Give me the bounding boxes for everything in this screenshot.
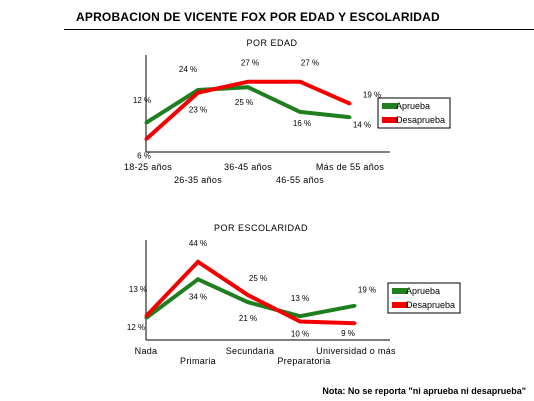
data-label: 12 % (133, 96, 151, 105)
legend-label-aprueba: Aprueba (396, 101, 430, 111)
data-point (246, 300, 250, 304)
data-label: 10 % (291, 329, 309, 338)
data-point (144, 137, 148, 141)
data-point (298, 319, 302, 323)
chart-title-1: POR EDAD (246, 38, 297, 48)
data-label: 9 % (341, 329, 355, 338)
x-tick-label: 36-45 años (224, 162, 272, 172)
data-label: 27 % (301, 59, 319, 68)
data-point (298, 80, 302, 84)
data-point (246, 85, 250, 89)
data-point (144, 314, 148, 318)
data-label: 6 % (137, 151, 151, 160)
x-tick-label: Más de 55 años (316, 162, 384, 172)
data-point (196, 277, 200, 281)
chart-title-2: POR ESCOLARIDAD (214, 223, 308, 233)
page-title: APROBACION DE VICENTE FOX POR EDAD Y ESC… (76, 10, 440, 24)
data-point (144, 121, 148, 125)
x-tick-label: Nada (135, 346, 158, 356)
data-point (196, 260, 200, 264)
title-divider (64, 29, 534, 30)
data-point (353, 304, 357, 308)
data-point (348, 115, 352, 119)
data-label: 23 % (189, 106, 207, 115)
x-tick-label: Secundaria (226, 346, 275, 356)
data-label: 13 % (291, 294, 309, 303)
x-tick-label: 46-55 años (276, 175, 324, 185)
data-label: 24 % (179, 65, 197, 74)
data-point (298, 314, 302, 318)
data-point (196, 91, 200, 95)
legend-swatch-desaprueba (382, 117, 398, 123)
data-label: 44 % (189, 239, 207, 248)
data-label: 27 % (241, 59, 259, 68)
data-label: 25 % (235, 98, 253, 107)
data-label: 34 % (189, 292, 207, 301)
data-point (246, 80, 250, 84)
legend-label-desaprueba: Desaprueba (406, 300, 455, 310)
series-line-desaprueba (144, 79, 351, 141)
data-label: 14 % (353, 120, 371, 129)
x-tick-label: 26-35 años (174, 175, 222, 185)
legend-label-desaprueba: Desaprueba (396, 115, 445, 125)
x-tick-label: Primaria (180, 356, 216, 366)
x-tick-label: Universidad o más (316, 346, 396, 356)
data-point (246, 293, 250, 297)
x-tick-label: Preparatoria (277, 356, 330, 366)
data-label: 16 % (293, 119, 311, 128)
data-point (298, 110, 302, 114)
footnote: Nota: No se reporta "ni aprueba ni desap… (322, 386, 526, 396)
data-label: 13 % (129, 285, 147, 294)
data-label: 21 % (239, 314, 257, 323)
data-label: 12 % (127, 323, 145, 332)
data-point (348, 102, 352, 106)
data-point (353, 321, 357, 325)
legend-swatch-aprueba (382, 103, 398, 109)
data-label: 19 % (363, 91, 381, 100)
data-label: 25 % (249, 274, 267, 283)
legend-label-aprueba: Aprueba (406, 286, 440, 296)
legend-swatch-aprueba (392, 288, 408, 294)
legend-swatch-desaprueba (392, 302, 408, 308)
x-tick-label: 18-25 años (124, 162, 172, 172)
data-label: 19 % (358, 286, 376, 295)
